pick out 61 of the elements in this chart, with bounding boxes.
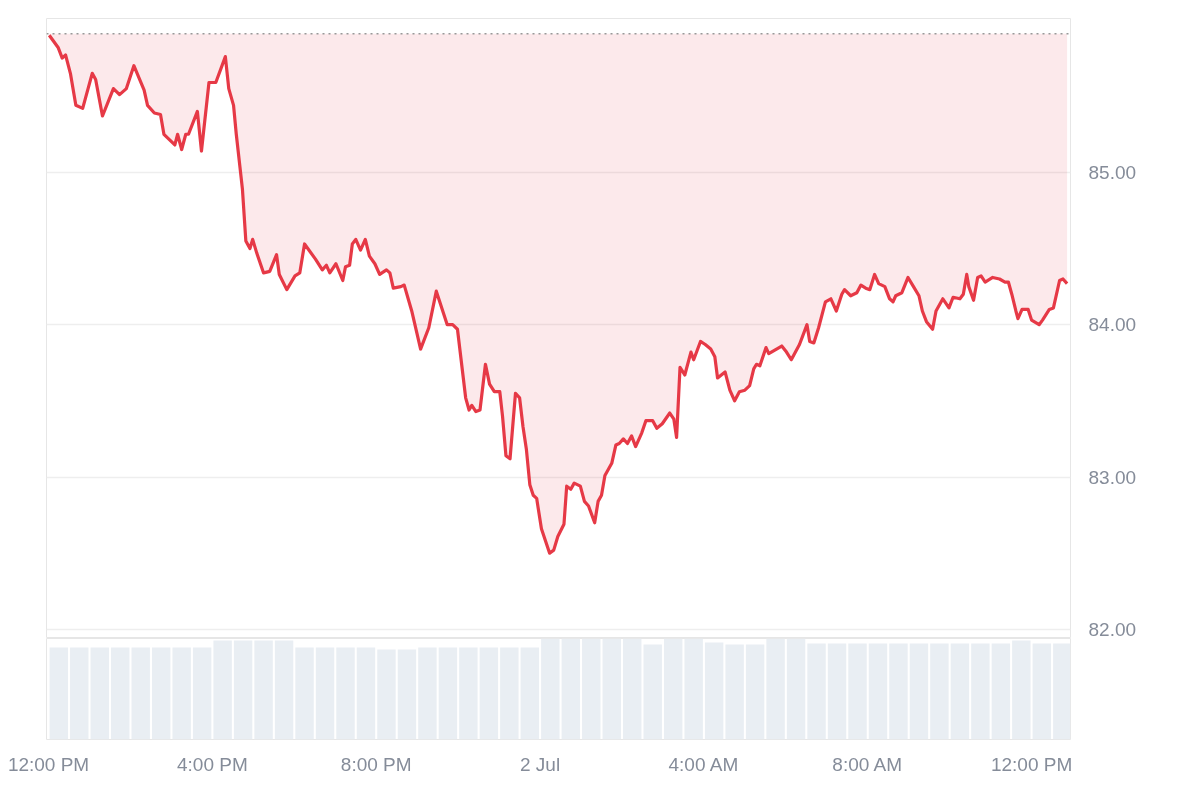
bar — [254, 640, 273, 740]
x-tick-label: 4:00 PM — [177, 753, 248, 775]
bar — [868, 643, 888, 740]
bar — [623, 638, 642, 740]
bar — [1032, 643, 1052, 740]
bar — [315, 647, 335, 740]
bar — [500, 647, 519, 740]
bar — [1012, 640, 1031, 740]
bar — [725, 644, 744, 740]
bar — [745, 644, 765, 740]
bar — [889, 643, 908, 740]
bar — [172, 647, 191, 740]
y-tick-label: 82.00 — [1088, 618, 1137, 640]
bar — [111, 647, 130, 740]
x-tick-label: 12:00 PM — [990, 753, 1073, 775]
bar — [950, 643, 970, 740]
bar — [192, 647, 212, 740]
bar — [991, 643, 1011, 740]
bar — [827, 643, 847, 740]
bar — [397, 649, 417, 740]
bar — [438, 647, 458, 740]
bar — [336, 647, 355, 740]
bar — [786, 638, 806, 740]
bar — [213, 640, 232, 740]
bar — [930, 643, 949, 740]
y-tick-label: 84.00 — [1088, 314, 1137, 336]
bar — [151, 647, 171, 740]
x-tick-label: 8:00 AM — [832, 753, 903, 775]
x-tick-label: 2 Jul — [520, 753, 561, 775]
bar — [90, 647, 109, 740]
bar — [377, 649, 396, 740]
x-tick-label: 8:00 PM — [340, 753, 412, 775]
bar — [663, 638, 683, 740]
bar — [561, 638, 580, 740]
bar — [356, 647, 376, 740]
bar — [909, 643, 929, 740]
bar — [971, 643, 990, 740]
bar — [274, 640, 294, 740]
bar — [704, 642, 724, 740]
bar — [418, 647, 437, 740]
bar — [1053, 643, 1071, 740]
bar — [295, 647, 314, 740]
bar — [70, 647, 89, 740]
x-tick-label: 12:00 PM — [7, 753, 90, 775]
bar — [643, 644, 662, 740]
bar — [233, 640, 253, 740]
bar — [766, 638, 785, 740]
x-tick-label: 4:00 AM — [668, 753, 739, 775]
bar — [520, 647, 540, 740]
bar — [131, 647, 150, 740]
bar — [602, 638, 621, 740]
bar — [582, 638, 601, 740]
bar — [807, 643, 826, 740]
bar — [479, 647, 499, 740]
bar — [684, 638, 703, 740]
bar — [541, 638, 560, 740]
bar — [848, 643, 867, 740]
bar — [49, 647, 68, 740]
y-tick-label: 83.00 — [1088, 466, 1137, 488]
y-tick-label: 85.00 — [1088, 161, 1137, 183]
bar — [459, 647, 478, 740]
